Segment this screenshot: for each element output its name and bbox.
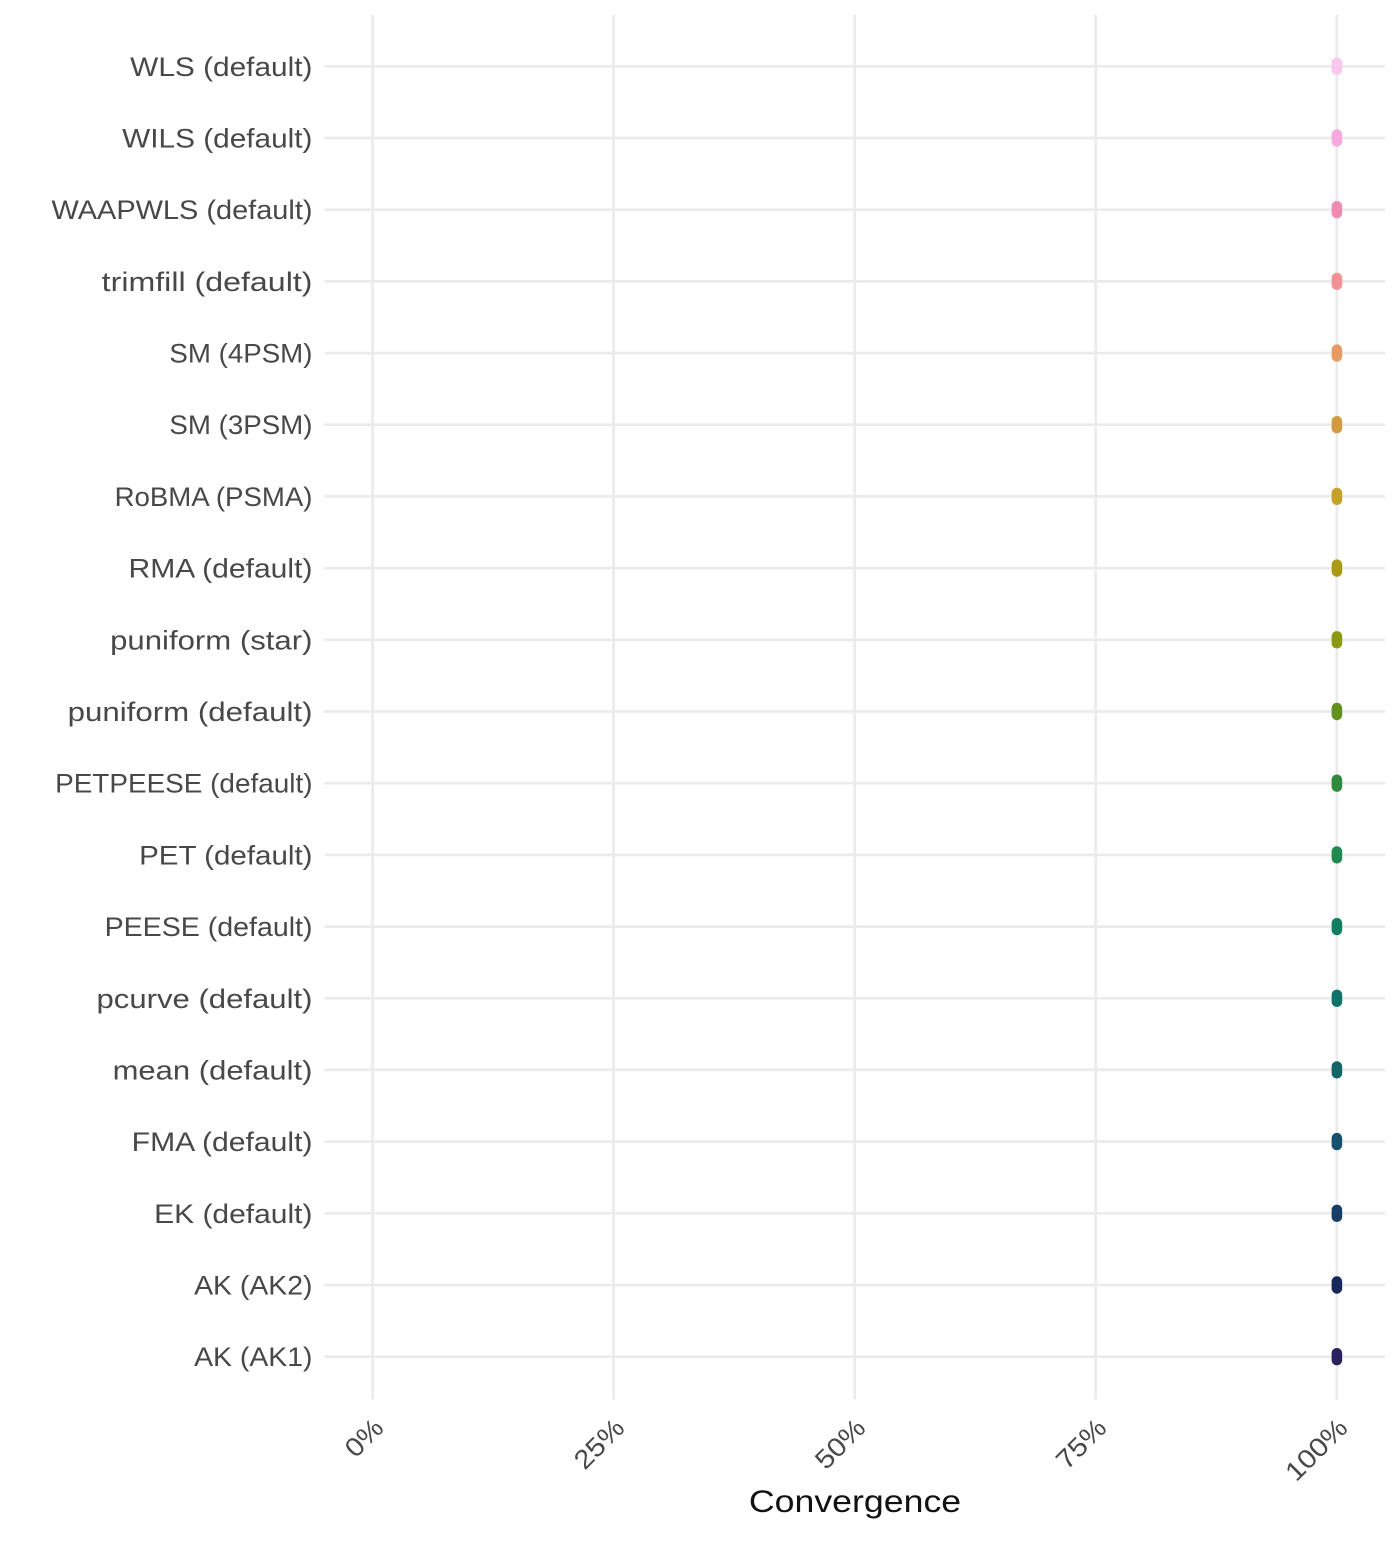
svg-text:trimfill (default): trimfill (default) (102, 267, 313, 297)
svg-text:EK (default): EK (default) (154, 1199, 312, 1229)
svg-text:PETPEESE (default): PETPEESE (default) (55, 769, 312, 799)
svg-text:puniform (default): puniform (default) (68, 697, 313, 727)
svg-text:WLS (default): WLS (default) (130, 52, 312, 82)
svg-text:PEESE (default): PEESE (default) (105, 912, 313, 942)
svg-text:pcurve (default): pcurve (default) (97, 984, 313, 1014)
svg-text:mean (default): mean (default) (113, 1055, 313, 1085)
svg-text:PET (default): PET (default) (139, 840, 312, 870)
svg-text:WAAPWLS (default): WAAPWLS (default) (52, 195, 313, 225)
svg-text:FMA (default): FMA (default) (132, 1127, 313, 1157)
svg-text:puniform (star): puniform (star) (110, 625, 312, 655)
svg-text:WILS (default): WILS (default) (122, 124, 312, 154)
svg-text:SM (3PSM): SM (3PSM) (169, 410, 312, 440)
svg-text:AK (AK2): AK (AK2) (194, 1271, 312, 1301)
svg-text:RoBMA (PSMA): RoBMA (PSMA) (115, 482, 313, 512)
svg-text:AK (AK1): AK (AK1) (194, 1342, 312, 1372)
svg-text:SM (4PSM): SM (4PSM) (169, 339, 312, 369)
svg-text:Convergence: Convergence (749, 1483, 961, 1519)
svg-text:RMA (default): RMA (default) (129, 554, 313, 584)
